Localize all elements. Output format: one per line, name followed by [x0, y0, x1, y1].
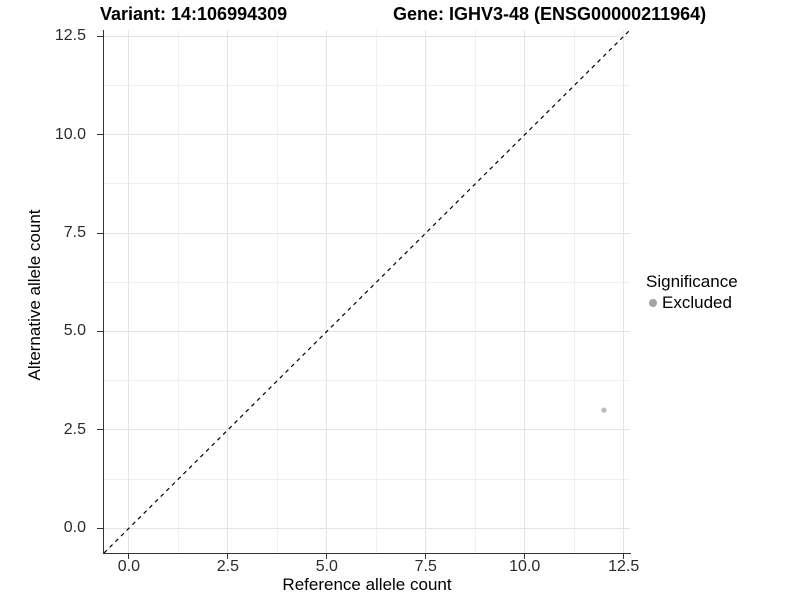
x-tick-label: 10.0	[509, 558, 541, 575]
gridline-y-major	[104, 35, 630, 37]
gridline-x-major	[227, 30, 229, 553]
x-tick	[524, 554, 526, 559]
x-tick-label: 5.0	[315, 558, 338, 575]
gridline-x-minor	[177, 30, 179, 553]
y-tick	[97, 232, 103, 234]
data-point	[601, 407, 607, 413]
gridline-y-minor	[104, 478, 630, 480]
plot-title-gene: Gene: IGHV3-48 (ENSG00000211964)	[393, 4, 707, 24]
legend-point-icon	[649, 299, 657, 307]
x-tick-label: 0.0	[117, 558, 141, 575]
x-axis-title: Reference allele count	[282, 575, 452, 594]
identity-line	[104, 30, 630, 553]
gridline-x-minor	[474, 30, 476, 553]
gridline-y-major	[104, 429, 630, 431]
plot-title-variant: Variant: 14:106994309	[100, 4, 288, 24]
legend-item-excluded: Excluded	[646, 293, 738, 313]
x-tick	[623, 554, 625, 559]
x-tick-label: 12.5	[608, 558, 640, 575]
gridline-x-major	[524, 30, 526, 553]
gridline-x-major	[128, 30, 130, 553]
gridline-y-major	[104, 527, 630, 529]
y-tick	[97, 429, 103, 431]
gridline-x-major	[326, 30, 328, 553]
y-tick-label: 7.5	[63, 224, 86, 242]
x-tick-label: 7.5	[414, 558, 437, 575]
y-tick-label: 2.5	[63, 420, 86, 438]
y-tick-label: 0.0	[63, 519, 86, 537]
y-tick	[97, 527, 103, 529]
gridline-x-major	[623, 30, 625, 553]
x-tick-label: 2.5	[216, 558, 239, 575]
x-tick	[128, 554, 130, 559]
legend-title: Significance	[646, 272, 738, 291]
y-axis-line	[103, 30, 104, 554]
y-tick-label: 10.0	[54, 125, 86, 143]
gridline-x-minor	[573, 30, 575, 553]
gridline-y-minor	[104, 84, 630, 86]
y-tick	[97, 330, 103, 332]
panel-canvas	[104, 30, 630, 553]
gridline-y-major	[104, 134, 630, 136]
legend: Significance Excluded	[646, 272, 738, 313]
gridline-y-minor	[104, 380, 630, 382]
y-tick-label: 12.5	[54, 27, 86, 45]
gridline-x-minor	[276, 30, 278, 553]
x-tick	[227, 554, 229, 559]
gridline-y-minor	[104, 183, 630, 185]
gridline-y-major	[104, 232, 630, 234]
plot-panel	[104, 30, 630, 553]
x-tick	[425, 554, 427, 559]
x-tick	[326, 554, 328, 559]
y-tick	[97, 35, 103, 37]
x-axis-line	[103, 553, 631, 554]
gridline-y-minor	[104, 281, 630, 283]
gridline-x-major	[425, 30, 427, 553]
gridline-x-minor	[375, 30, 377, 553]
legend-item-label: Excluded	[662, 293, 732, 312]
y-tick-label: 5.0	[63, 322, 86, 340]
y-tick	[97, 134, 103, 136]
gridline-y-major	[104, 330, 630, 332]
